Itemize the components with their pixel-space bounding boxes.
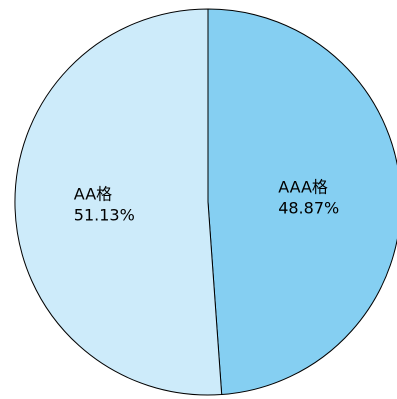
slice-label-name: AAA格	[278, 177, 328, 196]
pie-slice-1	[207, 8, 397, 396]
pie-slice-2	[14, 8, 223, 396]
slice-label-percent: 51.13%	[74, 206, 135, 225]
pie-slices	[14, 8, 397, 396]
pie-labels: AAA格 48.87% AA格 51.13%	[74, 177, 339, 224]
slice-label-name: AA格	[74, 185, 112, 204]
slice-label-percent: 48.87%	[278, 198, 339, 217]
